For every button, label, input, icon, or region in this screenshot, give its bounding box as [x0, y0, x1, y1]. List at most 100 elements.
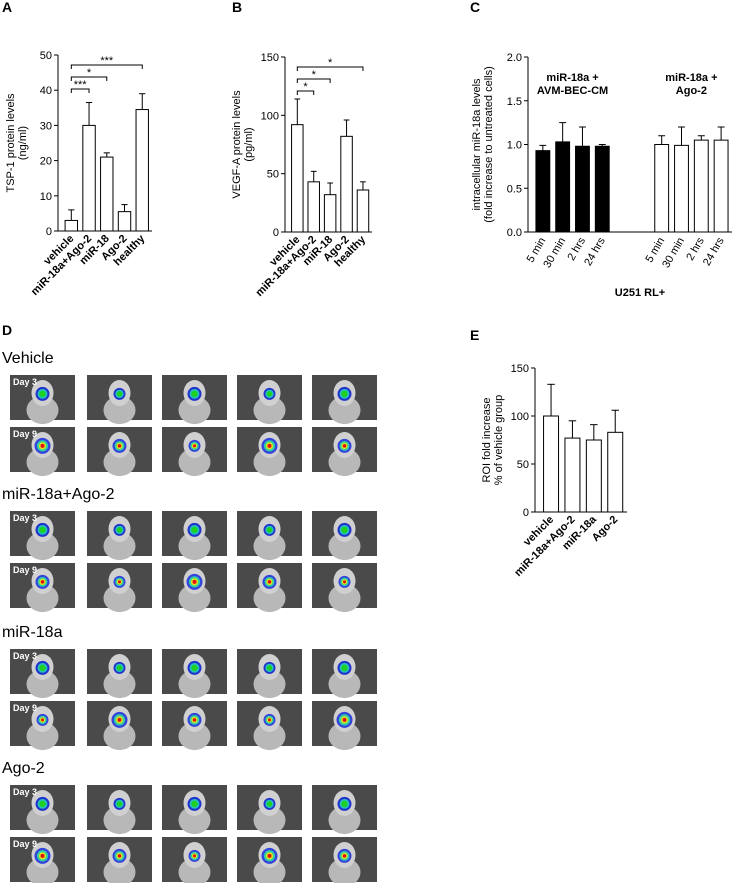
mouse-body: [253, 722, 286, 751]
panel-label: E: [470, 327, 479, 343]
mouse-body: [178, 858, 211, 883]
mouse-body: [103, 396, 136, 425]
mouse-body: [253, 448, 286, 477]
mouse-body: [26, 532, 59, 561]
signal: [191, 800, 198, 808]
y-tick-label: 150: [261, 52, 279, 64]
y-tick-label: 0: [273, 227, 279, 239]
mouse-body: [178, 670, 211, 699]
group-label: AVM-BEC-CM: [537, 85, 608, 97]
mouse-body: [178, 806, 211, 835]
mouse-body: [178, 396, 211, 425]
y-tick-label: 20: [40, 156, 52, 168]
signal: [40, 580, 45, 584]
panel-label: D: [2, 322, 12, 338]
significance-label: *: [328, 57, 333, 69]
signal: [39, 664, 46, 672]
mouse-body: [26, 448, 59, 477]
y-tick-label: 0: [46, 226, 52, 238]
panel-label: B: [232, 0, 242, 15]
signal: [39, 800, 46, 808]
signal: [40, 443, 45, 448]
mouse-body: [26, 858, 59, 883]
signal: [117, 854, 122, 858]
signal: [342, 854, 347, 858]
signal: [191, 526, 198, 534]
signal: [266, 801, 273, 807]
mouse-body: [328, 448, 361, 477]
signal: [341, 800, 348, 808]
signal: [341, 390, 348, 398]
x-tick-label: 24 hrs: [701, 235, 727, 268]
group-label: miR-18a +: [546, 72, 598, 84]
y-tick-label: 1.0: [507, 140, 522, 152]
significance-bracket: [70, 76, 108, 81]
y-tick-label: 30: [40, 120, 52, 132]
y-axis-label: (pg/ml): [243, 127, 255, 161]
signal: [341, 526, 348, 534]
y-tick-label: 100: [261, 110, 279, 122]
signal: [193, 854, 196, 858]
mouse-body: [253, 858, 286, 883]
group-title: miR-18a+Ago-2: [2, 486, 115, 503]
mouse-body: [328, 806, 361, 835]
signal: [268, 718, 271, 722]
bar: [693, 139, 709, 233]
y-tick-label: 150: [511, 363, 529, 375]
bar: [713, 139, 729, 233]
y-tick-label: 2.0: [507, 52, 522, 64]
signal: [39, 526, 46, 534]
mouse-body: [178, 722, 211, 751]
significance-bracket: [296, 90, 315, 95]
mouse-body: [253, 670, 286, 699]
mouse-body: [26, 584, 59, 613]
bar: [291, 124, 304, 233]
signal: [266, 527, 273, 533]
bar: [654, 144, 670, 233]
y-tick-label: 50: [267, 169, 279, 181]
bar: [340, 135, 353, 233]
signal: [39, 390, 46, 398]
bar: [535, 150, 551, 233]
mouse-body: [328, 584, 361, 613]
y-tick-label: 50: [517, 459, 529, 471]
mouse-body: [328, 722, 361, 751]
y-tick-label: 40: [40, 85, 52, 97]
significance-label: *: [303, 81, 308, 93]
group-label: Ago-2: [676, 85, 707, 97]
mouse-body: [103, 858, 136, 883]
signal: [116, 801, 123, 807]
signal: [342, 717, 347, 722]
signal: [40, 853, 45, 858]
significance-label: ***: [100, 55, 114, 67]
bar: [555, 141, 571, 233]
mouse-body: [178, 532, 211, 561]
bar: [543, 415, 560, 513]
group-title: Vehicle: [2, 350, 54, 367]
mouse-body: [103, 806, 136, 835]
signal: [117, 717, 122, 722]
mouse-body: [178, 448, 211, 477]
mouse-body: [328, 396, 361, 425]
significance-bracket: [70, 64, 143, 69]
bar: [117, 211, 132, 232]
group-title: Ago-2: [2, 760, 45, 777]
mouse-body: [103, 448, 136, 477]
mouse-body: [26, 722, 59, 751]
mouse-body: [328, 858, 361, 883]
signal: [191, 390, 198, 398]
group-title: miR-18a: [2, 624, 63, 641]
y-tick-label: 50: [40, 50, 52, 62]
mouse-body: [328, 532, 361, 561]
significance-bracket: [70, 88, 90, 93]
y-tick-label: 0: [523, 507, 529, 519]
signal: [343, 580, 346, 584]
mouse-body: [178, 584, 211, 613]
signal: [116, 665, 123, 671]
significance-bracket: [296, 78, 331, 83]
mouse-body: [103, 532, 136, 561]
significance-bracket: [296, 66, 364, 71]
bar: [135, 109, 149, 232]
day-label: Day 3: [13, 377, 37, 387]
